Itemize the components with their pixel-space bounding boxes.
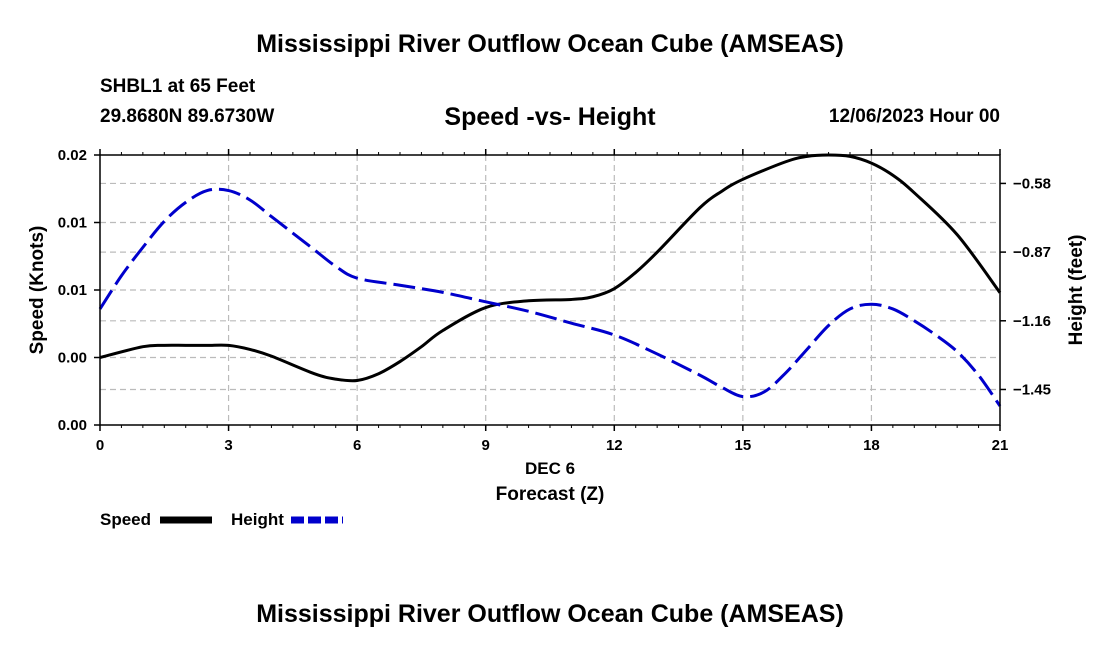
- y-left-tick-label: 0.01: [58, 282, 87, 299]
- coordinates-label: 29.8680N 89.6730W: [100, 106, 275, 127]
- y-left-tick-label: 0.01: [58, 215, 87, 232]
- legend-label-speed: Speed: [100, 510, 151, 529]
- data-series: [98, 153, 1002, 407]
- x-tick-label: 9: [482, 437, 490, 454]
- x-axis-title: Forecast (Z): [496, 484, 605, 505]
- footer-title: Mississippi River Outflow Ocean Cube (AM…: [256, 600, 844, 628]
- grid-lines: [100, 155, 1000, 425]
- series-height-line: [98, 187, 1002, 407]
- x-tick-label: 3: [224, 437, 232, 454]
- x-tick-label: 21: [992, 437, 1009, 454]
- series-speed-line: [99, 153, 1002, 383]
- x-tick-label: 0: [96, 437, 104, 454]
- y-left-tick-label: 0.00: [58, 417, 87, 434]
- axes: 0 3 6 9 12 15 18 21 0.00 0.00 0.01 0.01 0.02 −0.58 −0.…: [58, 147, 1051, 454]
- y-left-tick-label: 0.02: [58, 147, 87, 164]
- y-axis-right-title: Height (feet): [1066, 235, 1087, 346]
- y-right-tick-label: −0.58: [1013, 175, 1051, 192]
- forecast-date-label: 12/06/2023 Hour 00: [828, 106, 1000, 127]
- y-axis-left-title: Speed (Knots): [27, 226, 48, 355]
- station-label: SHBL1 at 65 Feet: [100, 76, 256, 97]
- y-left-tick-label: 0.00: [58, 350, 87, 367]
- x-tick-label: 15: [735, 437, 752, 454]
- legend: Speed Height: [100, 510, 343, 529]
- y-right-tick-label: −1.45: [1013, 381, 1051, 398]
- legend-label-height: Height: [231, 510, 284, 529]
- x-tick-label: 12: [606, 437, 623, 454]
- x-tick-label: 18: [863, 437, 880, 454]
- page-title: Mississippi River Outflow Ocean Cube (AM…: [256, 30, 844, 58]
- x-axis-date-label: DEC 6: [525, 459, 575, 478]
- y-right-tick-label: −0.87: [1013, 244, 1051, 261]
- chart-title: Speed -vs- Height: [444, 103, 656, 131]
- x-tick-label: 6: [353, 437, 361, 454]
- y-right-tick-label: −1.16: [1013, 313, 1051, 330]
